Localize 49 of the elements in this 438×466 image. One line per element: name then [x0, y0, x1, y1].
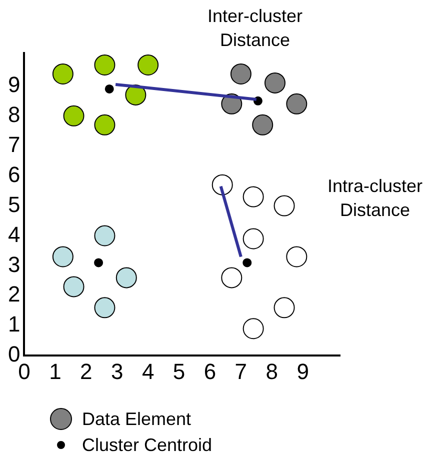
- point: [242, 228, 264, 250]
- point: [94, 297, 116, 318]
- y-tick-label: 7: [8, 132, 20, 157]
- x-tick-label: 7: [234, 358, 248, 384]
- point: [221, 267, 242, 288]
- x-tick-label: 5: [172, 358, 186, 384]
- point: [274, 297, 295, 318]
- y-tick-label: 8: [8, 102, 20, 127]
- point: [116, 267, 137, 288]
- point: [104, 84, 114, 94]
- point: [264, 72, 286, 94]
- point: [52, 246, 74, 268]
- point: [274, 195, 295, 216]
- x-tick-label: 1: [49, 358, 62, 384]
- y-tick-label: 9: [8, 72, 20, 98]
- point: [94, 225, 116, 246]
- y-tick-label: 0: [8, 342, 20, 367]
- x-tick-label: 3: [110, 358, 124, 384]
- point: [94, 258, 104, 268]
- x-tick-label: 9: [296, 358, 309, 384]
- point: [242, 318, 264, 340]
- point: [63, 105, 84, 126]
- point: [286, 246, 308, 268]
- point: [94, 54, 116, 76]
- point: [125, 84, 146, 106]
- text: Inter-cluster Distance: [206, 5, 304, 52]
- point: [252, 114, 274, 136]
- y-tick-label: 2: [8, 282, 20, 307]
- point: [63, 276, 84, 298]
- x-tick-label: 8: [266, 358, 278, 384]
- point: [52, 63, 74, 84]
- x-tick-label: 4: [142, 358, 154, 384]
- point: [230, 63, 252, 84]
- legend-label: Cluster Centroid: [82, 434, 212, 456]
- point: [242, 186, 264, 208]
- y-tick-label: 4: [8, 222, 20, 247]
- point: [212, 174, 233, 196]
- y-tick-label: 6: [8, 162, 20, 187]
- legend-label: Data Element: [82, 408, 192, 430]
- point: [94, 114, 116, 136]
- x-tick-label: 2: [80, 358, 92, 384]
- point: [242, 258, 252, 268]
- y-tick-label: 5: [8, 192, 20, 217]
- x-tick-label: 6: [204, 358, 216, 384]
- y-tick-label: 1: [8, 312, 20, 337]
- point: [138, 54, 159, 76]
- y-tick-label: 3: [8, 252, 20, 277]
- annotation: Intra-cluster Distance: [326, 175, 424, 222]
- point: [286, 93, 308, 114]
